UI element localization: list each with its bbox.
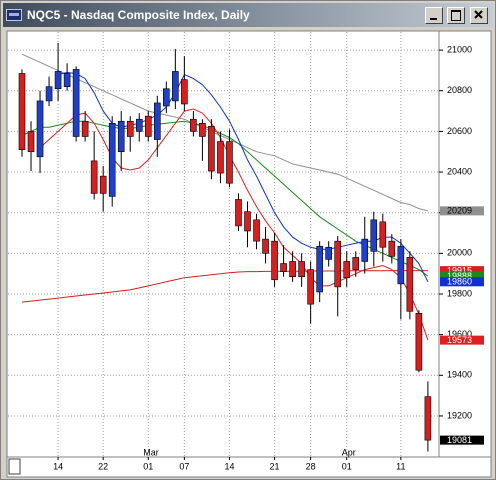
y-tick-label: 20800	[447, 85, 472, 95]
candle-body	[388, 240, 396, 257]
y-tick-label: 19400	[447, 370, 472, 380]
last-value-tag	[440, 206, 484, 216]
candle-body	[217, 141, 224, 174]
last-value-label: 19860	[447, 277, 472, 287]
candle-body	[253, 219, 260, 242]
x-tick-label: 22	[98, 461, 108, 471]
close-button[interactable]	[470, 7, 488, 24]
candle-body	[181, 79, 188, 105]
y-tick-label: 21000	[447, 44, 472, 54]
last-value-label: 19573	[447, 335, 472, 345]
x-tick-label: 21	[270, 461, 280, 471]
last-value-label: 19888	[447, 271, 472, 281]
candle-body	[81, 120, 89, 137]
candle-body	[27, 131, 35, 153]
candle-body	[117, 120, 125, 153]
candle-body	[325, 246, 332, 260]
candle-body	[262, 238, 269, 254]
moving-average-line	[21, 53, 429, 212]
y-tick-label: 20400	[447, 166, 472, 176]
candle-body	[361, 238, 369, 262]
moving-average-line	[21, 270, 428, 303]
candle-body	[99, 175, 107, 194]
candle-body	[63, 73, 71, 87]
candle-body	[406, 257, 414, 312]
candle-body	[135, 118, 143, 132]
maximize-button[interactable]	[447, 7, 465, 24]
candle-body	[72, 69, 80, 137]
y-tick-label: 19800	[447, 288, 472, 298]
candle-body	[144, 115, 152, 137]
candle-body	[307, 269, 314, 305]
candle-body	[379, 221, 387, 248]
candle-body	[172, 71, 179, 102]
last-value-tag	[440, 266, 484, 276]
minimize-button[interactable]	[425, 7, 443, 24]
moving-average-line	[21, 120, 429, 277]
price-axis-area	[438, 30, 492, 458]
x-tick-label: 14	[224, 461, 234, 471]
month-label: Apr	[342, 447, 356, 457]
candle-body	[370, 219, 378, 252]
candle-body	[163, 88, 170, 107]
candle-body	[18, 73, 26, 150]
y-tick-label: 20000	[447, 248, 472, 258]
window-title: NQC5 - Nasdaq Composite Index, Daily	[27, 8, 250, 22]
x-tick-label: 28	[306, 461, 316, 471]
candle-body	[126, 120, 134, 137]
y-tick-label: 19600	[447, 329, 472, 339]
candle-body	[298, 261, 305, 278]
last-value-tag	[440, 271, 484, 281]
date-axis-area	[6, 456, 492, 478]
x-tick-label: 11	[396, 461, 405, 471]
last-value-label: 20209	[447, 206, 472, 216]
y-tick-label: 20600	[447, 126, 472, 136]
candle-body	[415, 313, 423, 371]
candle-body	[334, 240, 342, 288]
title-bar: NQC5 - Nasdaq Composite Index, Daily	[3, 3, 493, 27]
candle-body	[271, 240, 278, 281]
last-value-tag	[440, 335, 484, 345]
candle-body	[352, 257, 360, 270]
y-tick-label: 19200	[447, 410, 472, 420]
candle-body	[280, 263, 287, 272]
candle-body	[424, 396, 432, 441]
candle-body	[190, 118, 197, 132]
candle-body	[316, 245, 323, 293]
last-value-label: 19081	[447, 435, 472, 445]
moving-average-line	[39, 108, 429, 341]
x-tick-label: 01	[143, 461, 153, 471]
candle-body	[226, 141, 233, 184]
candle-body	[154, 102, 161, 140]
candle-body	[45, 86, 53, 102]
candle-body	[54, 71, 62, 90]
candle-body	[244, 211, 251, 232]
candle-body	[235, 199, 242, 227]
candle-body	[108, 122, 116, 197]
candle-body	[36, 100, 44, 158]
candle-body	[289, 261, 296, 278]
candle-body	[343, 261, 351, 279]
last-value-tag	[440, 277, 484, 287]
candle-body	[90, 160, 98, 194]
month-label: Mar	[143, 447, 159, 457]
candle-body	[208, 126, 215, 172]
x-tick-label: 14	[53, 461, 63, 471]
x-tick-label: 07	[179, 461, 189, 471]
candle-body	[397, 245, 405, 285]
x-tick-label: 01	[342, 461, 352, 471]
app-icon	[6, 9, 22, 21]
corner-box	[8, 458, 21, 475]
last-value-tag	[440, 435, 484, 445]
last-value-label: 19915	[447, 266, 472, 276]
close-icon	[474, 10, 483, 19]
candle-body	[199, 122, 206, 137]
